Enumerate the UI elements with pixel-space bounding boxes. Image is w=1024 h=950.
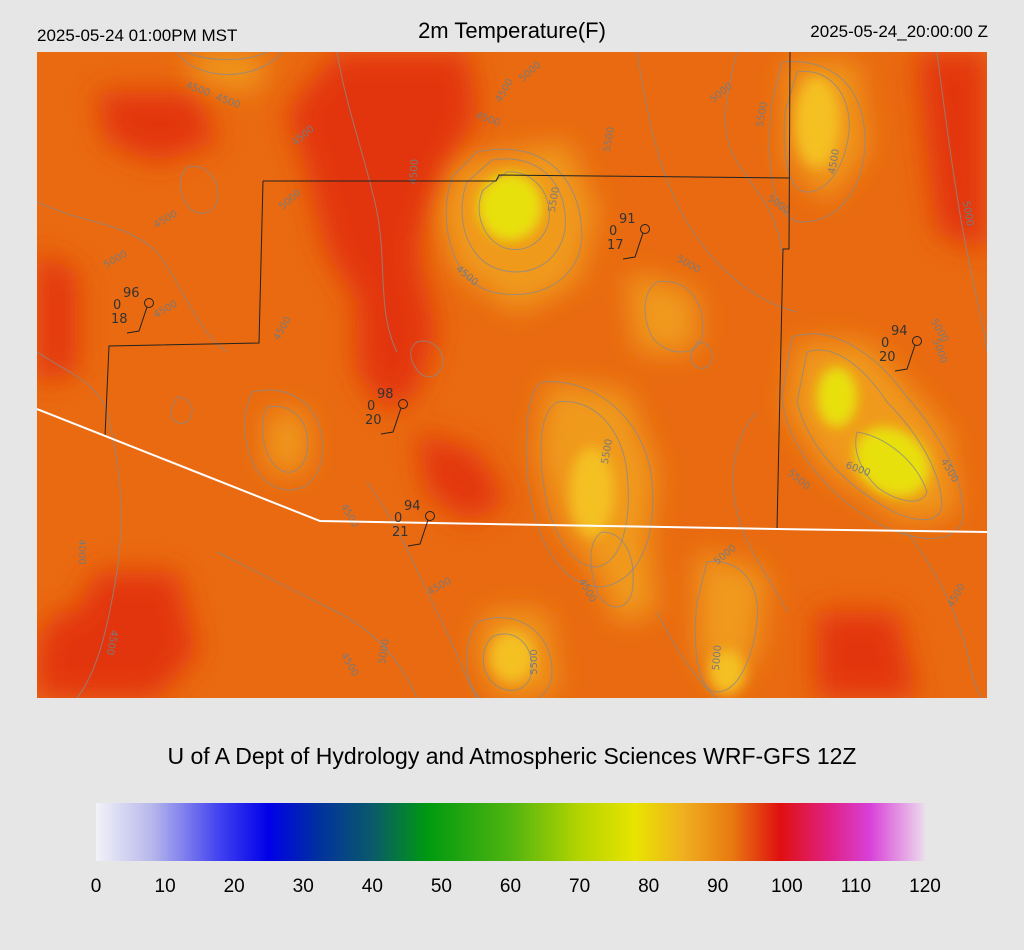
terrain-contours: [37, 52, 987, 698]
colorbar-tick-20: 20: [223, 876, 245, 897]
colorbar-tick-60: 60: [499, 876, 522, 897]
contour-label: 5000: [377, 638, 392, 665]
state-line: [37, 408, 987, 533]
contour-label: 5500: [600, 438, 615, 465]
colorbar-tick-40: 40: [361, 876, 383, 897]
contour-label: 5500: [529, 649, 540, 674]
colorbar-tick-100: 100: [770, 876, 803, 897]
contour-label: 4500: [408, 159, 421, 185]
station-dewpoint: 20: [879, 350, 896, 365]
station-circle: [425, 511, 435, 521]
colorbar-tick-50: 50: [430, 876, 452, 897]
station-value: 0: [609, 224, 617, 239]
station-circle: [640, 224, 650, 234]
station-temperature: 94: [891, 324, 908, 339]
station-dewpoint: 18: [111, 312, 128, 327]
station-dewpoint: 21: [392, 525, 409, 540]
wind-barb: [407, 519, 429, 547]
wind-barb: [380, 407, 402, 435]
colorbar-tick-90: 90: [707, 876, 729, 897]
utc-time-label: 2025-05-24_20:00:00 Z: [810, 22, 988, 41]
contour-label: 4500: [827, 148, 842, 175]
station-value: 0: [367, 399, 375, 414]
colorbar-tick-30: 30: [292, 876, 314, 897]
station-value: 0: [394, 511, 402, 526]
colorbar-tick-0: 0: [90, 876, 102, 897]
station-dewpoint: 17: [607, 238, 624, 253]
contour-label: 5500: [602, 126, 617, 153]
station-circle: [398, 399, 408, 409]
contour-label: 4000: [76, 539, 87, 564]
mid-cores: [490, 77, 839, 694]
contour-label: 5000: [960, 200, 975, 227]
wind-barb: [894, 344, 916, 372]
station-value: 0: [113, 298, 121, 313]
station-temperature: 91: [619, 212, 636, 227]
contour-label: 5000: [711, 645, 724, 671]
station-temperature: 96: [123, 286, 140, 301]
temperature-map: 4500 4500 5000 5500 5000 5500 4500 4500 5000 5000…: [37, 52, 987, 698]
colorbar-tick-110: 110: [840, 876, 872, 897]
cool-cores: [478, 173, 930, 497]
station-dewpoint: 20: [365, 413, 382, 428]
station-circle: [912, 336, 922, 346]
station-temperature: 98: [377, 387, 394, 402]
map-title: 2m Temperature(F): [418, 18, 606, 43]
colorbar-tick-labels: 0 10 20 30 40 50 60 70 80 90 100 110 120: [0, 876, 1024, 900]
contour-label: 4500: [104, 629, 119, 656]
colorbar-tick-70: 70: [569, 876, 591, 897]
colorbar-tick-120: 120: [909, 876, 941, 897]
station-circle: [144, 298, 154, 308]
contour-label: 5500: [755, 101, 770, 128]
hot-regions: [37, 52, 987, 698]
station-temperature: 94: [404, 499, 421, 514]
colorbar-tick-80: 80: [638, 876, 660, 897]
contour-label: 5500: [547, 186, 562, 213]
colorbar-tick-10: 10: [154, 876, 176, 897]
temperature-colorbar: [96, 803, 925, 861]
wind-barb: [622, 232, 644, 260]
local-time-label: 2025-05-24 01:00PM MST: [37, 26, 238, 45]
station-value: 0: [881, 336, 889, 351]
wind-barb: [126, 306, 148, 334]
county-borders: [104, 52, 791, 530]
credit-label: U of A Dept of Hydrology and Atmospheric…: [167, 743, 857, 769]
